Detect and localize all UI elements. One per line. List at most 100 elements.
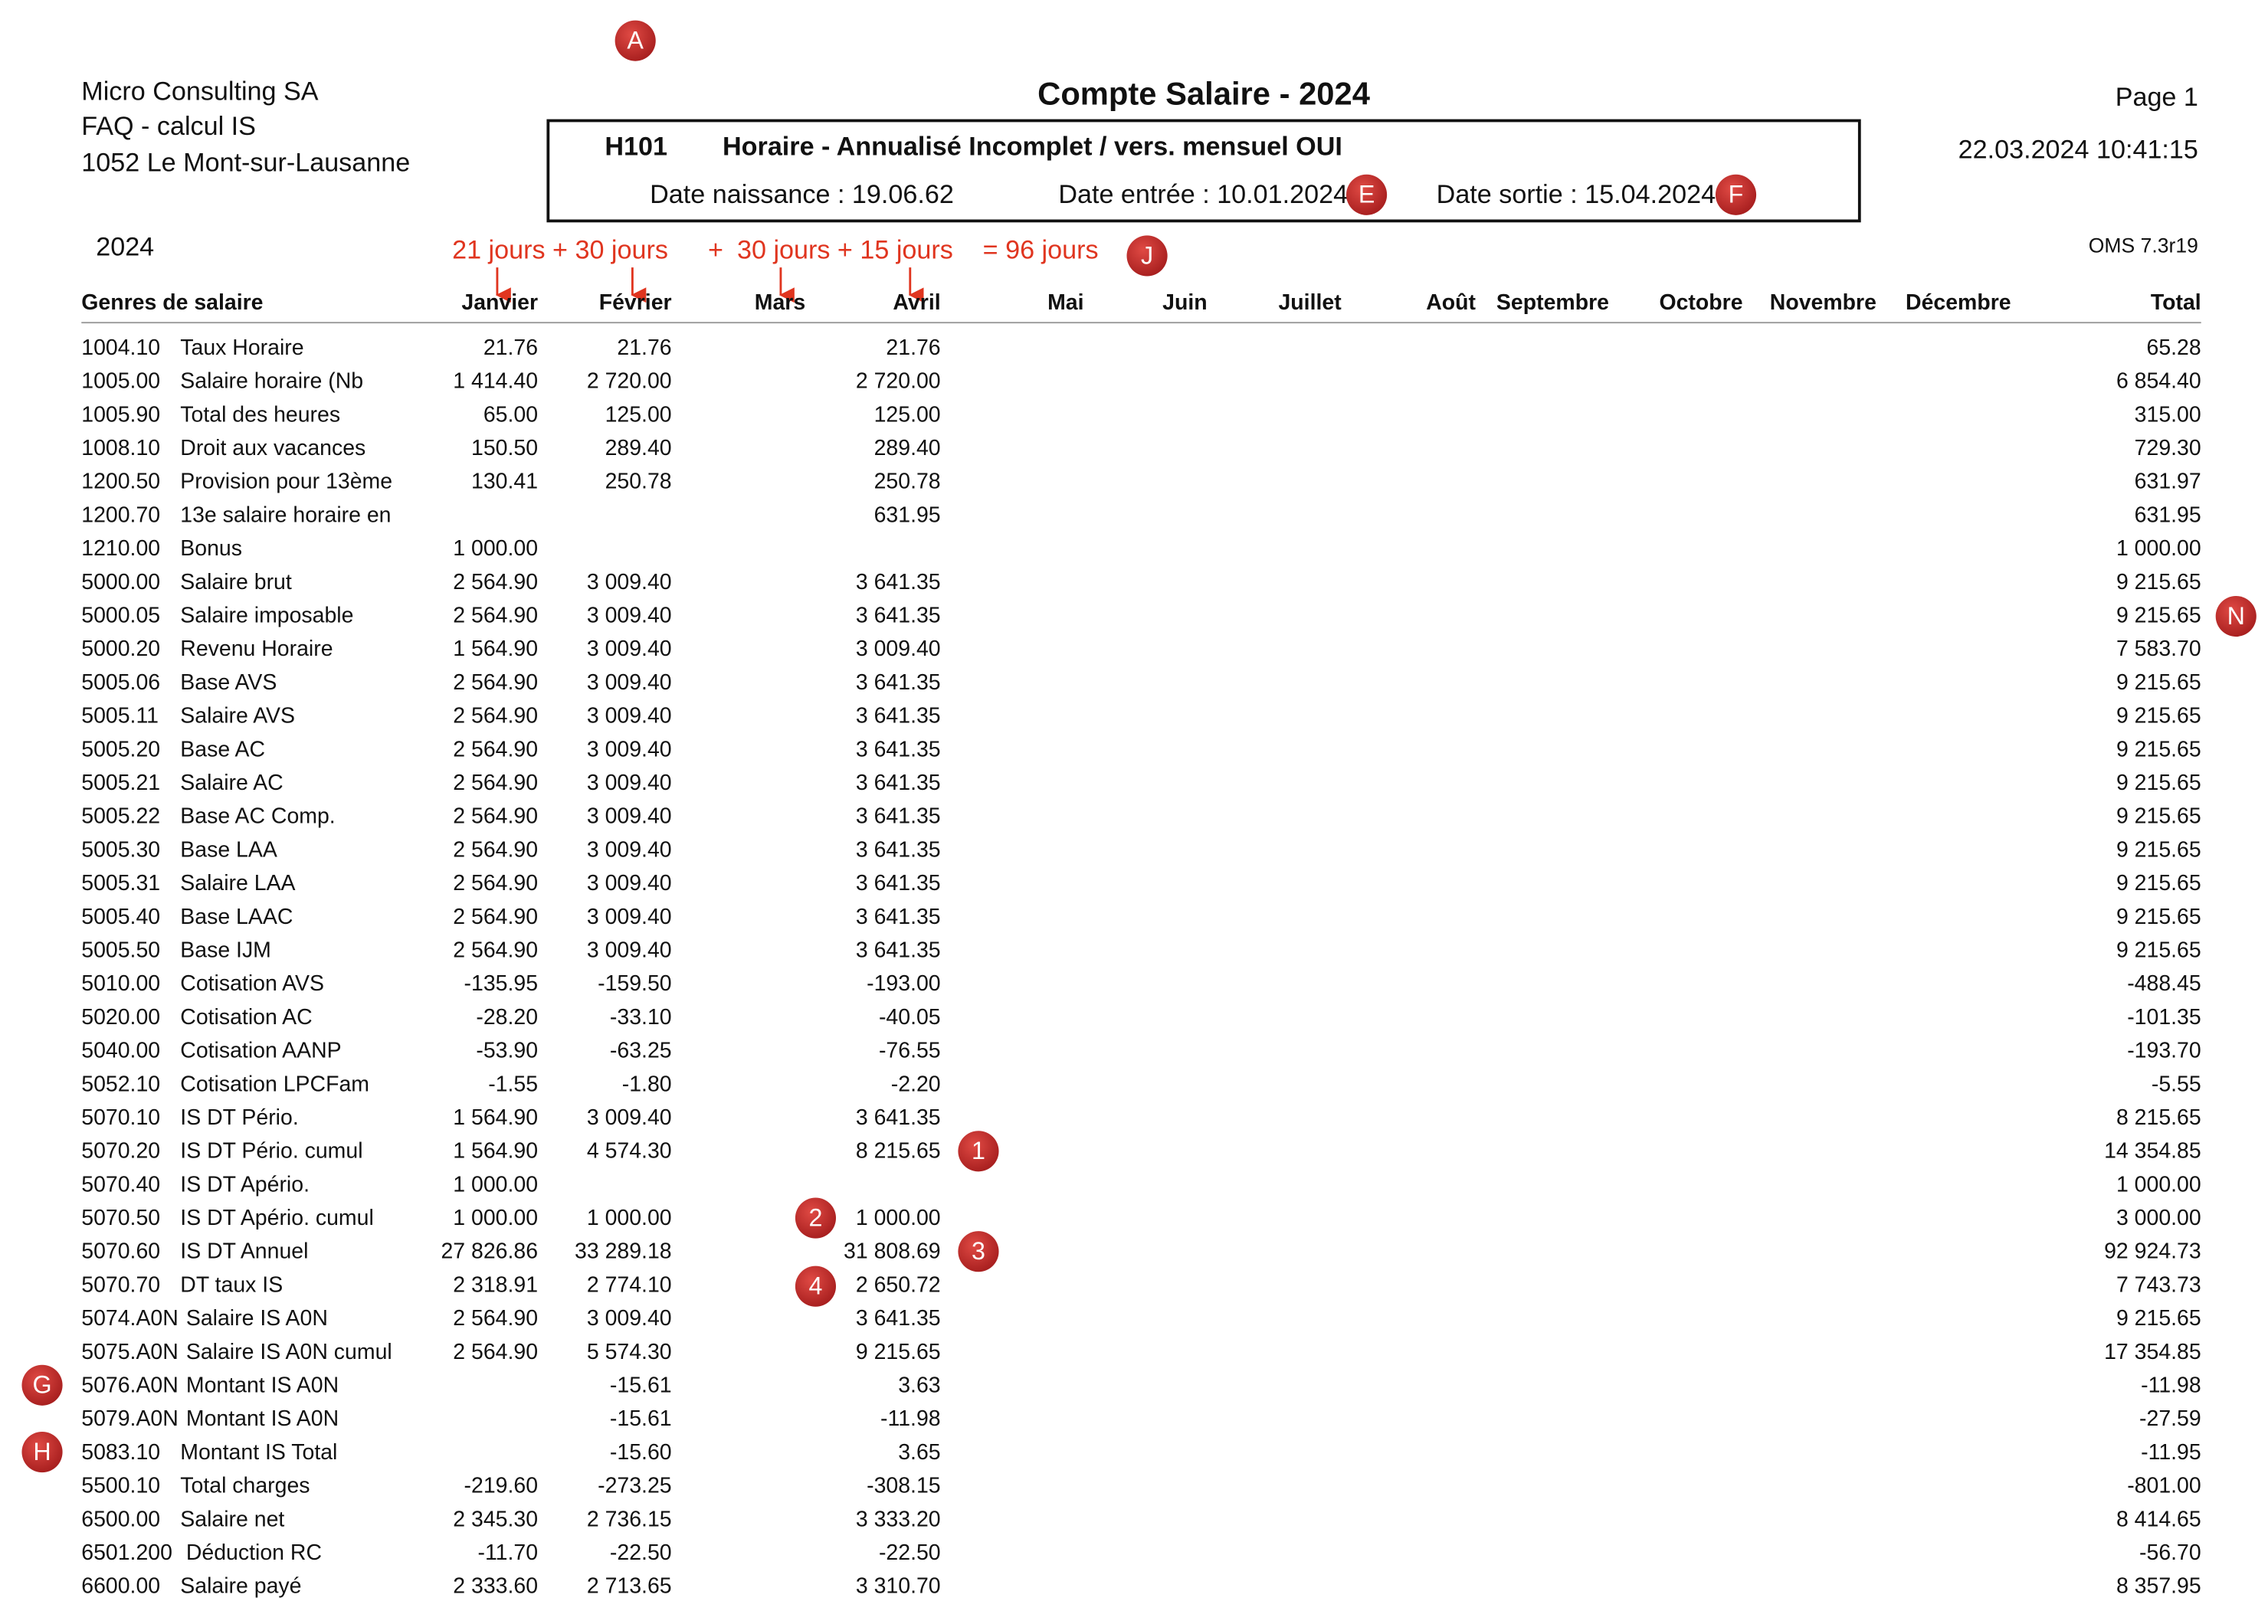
row-code: 5005.31	[81, 871, 160, 895]
entry-date: Date entrée : 10.01.2024	[1058, 180, 1348, 209]
row-code: 5005.06	[81, 670, 160, 695]
row-value: -63.25	[610, 1039, 672, 1063]
row-value: 3 009.40	[587, 737, 672, 761]
row-label: Montant IS A0N	[186, 1374, 339, 1398]
row-label: Revenu Horaire	[180, 637, 333, 661]
row-value: -193.70	[2127, 1039, 2201, 1063]
row-value: 9 215.65	[2116, 837, 2201, 862]
row-value: 2 564.90	[453, 905, 538, 929]
row-value: 3 641.35	[856, 1105, 941, 1130]
row-value: 1 000.00	[453, 536, 538, 561]
row-label: Salaire IS A0N	[186, 1306, 328, 1331]
column-header: Décembre	[1906, 290, 2011, 315]
row-value: 3 641.35	[856, 938, 941, 962]
row-value: 3 641.35	[856, 570, 941, 594]
row-label: Base AC Comp.	[180, 804, 335, 829]
marker-label: 2	[808, 1203, 822, 1231]
row-value: 7 743.73	[2116, 1272, 2201, 1297]
row-value: 3 009.40	[587, 771, 672, 795]
row-label: Taux Horaire	[180, 336, 303, 360]
row-value: 3 641.35	[856, 771, 941, 795]
employee-desc: Horaire - Annualisé Incomplet / vers. me…	[723, 133, 1342, 162]
marker-badge	[958, 1131, 999, 1172]
row-value: 3 333.20	[856, 1507, 941, 1531]
row-code: 5005.50	[81, 938, 160, 962]
row-value: 21.76	[617, 336, 671, 360]
row-value: -193.00	[867, 971, 941, 996]
row-value: -11.70	[477, 1541, 538, 1565]
row-value: -159.50	[598, 971, 672, 996]
row-value: -488.45	[2127, 971, 2201, 996]
row-value: 9 215.65	[2116, 871, 2201, 895]
row-value: 3 641.35	[856, 837, 941, 862]
row-label: Salaire net	[180, 1507, 284, 1531]
annotation: = 96 jours	[983, 235, 1099, 264]
row-label: Montant IS A0N	[186, 1406, 339, 1431]
row-value: -15.60	[610, 1440, 672, 1465]
row-value: 1 564.90	[453, 637, 538, 661]
row-label: Base IJM	[180, 938, 271, 962]
row-value: 2 564.90	[453, 771, 538, 795]
row-label: Total des heures	[180, 402, 340, 427]
row-value: 150.50	[471, 436, 538, 460]
row-value: 2 564.90	[453, 704, 538, 729]
row-value: 2 713.65	[587, 1574, 672, 1599]
row-label: IS DT Pério. cumul	[180, 1139, 362, 1164]
column-header: Septembre	[1496, 290, 1609, 315]
info-box	[546, 119, 1861, 223]
annotation: 21 jours + 30 jours	[452, 235, 668, 264]
row-value: 250.78	[605, 470, 672, 494]
column-header: Janvier	[461, 290, 538, 315]
row-code: 1005.00	[81, 369, 160, 394]
row-value: 3 009.40	[587, 603, 672, 627]
row-value: 21.76	[886, 336, 940, 360]
row-value: 27 826.86	[441, 1239, 538, 1264]
row-value: 1 000.00	[587, 1206, 672, 1230]
marker-badge	[795, 1265, 837, 1307]
row-value: 3 641.35	[856, 737, 941, 761]
row-label: Cotisation AVS	[180, 971, 324, 996]
row-value: 8 215.65	[856, 1139, 941, 1164]
row-code: 5079.A0N	[81, 1406, 179, 1431]
row-code: 6500.00	[81, 1507, 160, 1531]
row-label: Salaire LAA	[180, 871, 295, 895]
marker-label: H	[33, 1438, 51, 1465]
row-code: 1008.10	[81, 436, 160, 460]
row-value: 31 808.69	[844, 1239, 941, 1264]
row-value: 3.63	[898, 1374, 940, 1398]
row-value: 9 215.65	[2116, 804, 2201, 829]
marker-label: 3	[972, 1237, 985, 1265]
row-label: Cotisation AC	[180, 1005, 312, 1030]
row-value: -40.05	[879, 1005, 941, 1030]
row-value: 3 000.00	[2116, 1206, 2201, 1230]
marker-label: G	[32, 1371, 51, 1399]
row-label: IS DT Apério.	[180, 1172, 310, 1197]
row-value: -11.98	[2141, 1374, 2201, 1398]
row-value: 2 564.90	[453, 670, 538, 695]
row-value: 1 000.00	[856, 1206, 941, 1230]
row-value: 14 354.85	[2104, 1139, 2201, 1164]
column-header: Novembre	[1770, 290, 1876, 315]
row-value: -27.59	[2139, 1406, 2201, 1431]
row-value: 631.95	[2135, 503, 2201, 527]
row-value: 8 215.65	[2116, 1105, 2201, 1130]
row-value: 33 289.18	[575, 1239, 672, 1264]
row-value: 3 009.40	[587, 1105, 672, 1130]
marker-badge	[1346, 174, 1388, 215]
row-value: 8 357.95	[2116, 1574, 2201, 1599]
row-label: Bonus	[180, 536, 242, 561]
row-value: -2.20	[891, 1072, 941, 1096]
title: Compte Salaire - 2024	[1037, 75, 1370, 111]
page-number: Page 1	[2116, 83, 2198, 112]
row-code: 5070.70	[81, 1272, 160, 1297]
row-value: 2 564.90	[453, 737, 538, 761]
row-code: 5070.20	[81, 1139, 160, 1164]
row-label: Base LAAC	[180, 905, 293, 929]
row-value: 3 009.40	[587, 938, 672, 962]
column-header: Juin	[1162, 290, 1208, 315]
row-value: 125.00	[874, 402, 941, 427]
row-value: 1 000.00	[453, 1206, 538, 1230]
row-code: 5000.20	[81, 637, 160, 661]
row-value: 315.00	[2135, 402, 2201, 427]
